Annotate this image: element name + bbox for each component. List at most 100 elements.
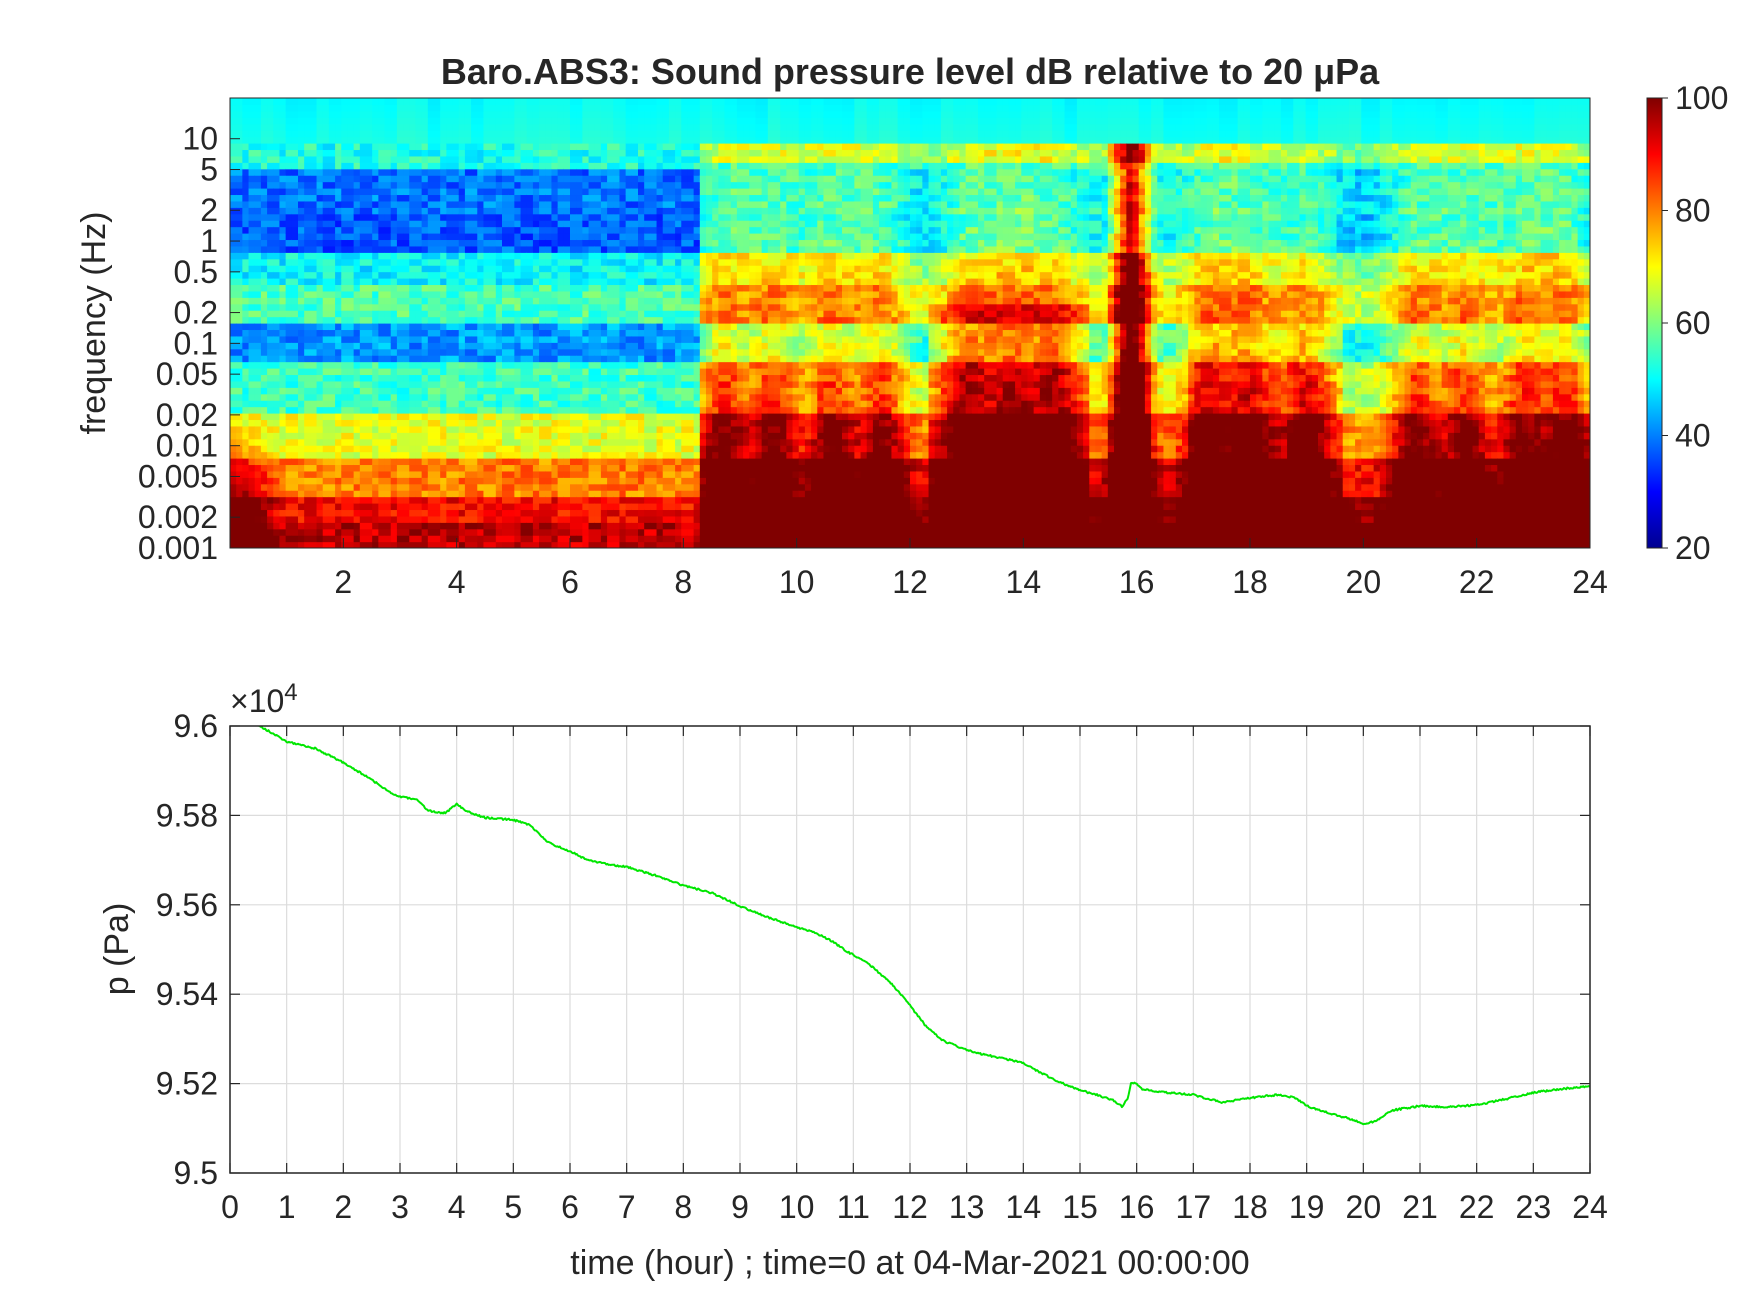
heatmap-cell	[545, 406, 553, 414]
heatmap-cell	[539, 226, 546, 234]
heatmap-cell	[508, 117, 515, 125]
heatmap-cell	[545, 445, 553, 453]
heatmap-cell	[285, 470, 293, 478]
heatmap-cell	[582, 143, 590, 151]
heatmap-cell	[409, 130, 417, 138]
heatmap-cell	[557, 155, 565, 163]
heatmap-cell	[576, 168, 583, 176]
heatmap-cell	[520, 181, 528, 189]
heatmap-cell	[328, 490, 336, 498]
heatmap-cell	[619, 168, 627, 176]
heatmap-cell	[267, 528, 274, 536]
heatmap-cell	[502, 458, 509, 466]
heatmap-cell	[409, 245, 417, 253]
heatmap-cell	[298, 374, 305, 382]
heatmap-cell	[557, 284, 565, 292]
heatmap-cell	[359, 348, 367, 356]
heatmap-cell	[328, 432, 336, 440]
heatmap-cell	[600, 451, 608, 459]
heatmap-cell	[427, 413, 435, 421]
heatmap-cell	[532, 445, 540, 453]
heatmap-cell	[446, 162, 454, 170]
heatmap-cell	[347, 368, 355, 376]
heatmap-cell	[316, 252, 324, 260]
heatmap-cell	[526, 143, 534, 151]
heatmap-cell	[650, 522, 658, 530]
heatmap-cell	[594, 535, 602, 543]
heatmap-cell	[532, 271, 540, 279]
heatmap-cell	[310, 355, 318, 363]
heatmap-cell	[619, 400, 627, 408]
heatmap-cell	[372, 200, 379, 208]
heatmap-cell	[285, 503, 293, 511]
heatmap-cell	[279, 355, 287, 363]
heatmap-cell	[557, 419, 565, 427]
heatmap-cell	[390, 541, 398, 548]
heatmap-cell	[662, 200, 670, 208]
heatmap-cell	[434, 297, 441, 305]
heatmap-cell	[335, 419, 342, 427]
heatmap-cell	[477, 155, 485, 163]
heatmap-cell	[285, 117, 293, 125]
heatmap-cell	[341, 528, 349, 536]
heatmap-cell	[477, 483, 485, 491]
heatmap-cell	[267, 432, 274, 440]
heatmap-cell	[452, 413, 460, 421]
heatmap-cell	[588, 194, 596, 202]
heatmap-cell	[316, 278, 324, 286]
heatmap-cell	[464, 130, 472, 138]
heatmap-cell	[384, 271, 392, 279]
heatmap-cell	[464, 303, 472, 311]
heatmap-cell	[582, 400, 590, 408]
heatmap-cell	[638, 188, 645, 196]
heatmap-cell	[576, 438, 583, 446]
heatmap-cell	[421, 123, 429, 131]
heatmap-cell	[335, 342, 342, 350]
heatmap-cell	[310, 432, 318, 440]
heatmap-cell	[582, 200, 590, 208]
heatmap-cell	[588, 368, 596, 376]
heatmap-cell	[514, 316, 522, 324]
heatmap-cell	[644, 123, 651, 131]
heatmap-cell	[298, 464, 305, 472]
heatmap-cell	[415, 175, 423, 183]
heatmap-cell	[570, 117, 577, 125]
heatmap-cell	[588, 451, 596, 459]
heatmap-cell	[403, 188, 410, 196]
heatmap-cell	[335, 438, 342, 446]
heatmap-cell	[464, 425, 472, 433]
heatmap-cell	[607, 110, 614, 118]
heatmap-cell	[291, 342, 299, 350]
heatmap-cell	[625, 194, 633, 202]
heatmap-cell	[526, 149, 534, 157]
heatmap-cell	[273, 181, 281, 189]
heatmap-cell	[576, 522, 583, 530]
heatmap-cell	[279, 541, 287, 548]
heatmap-cell	[372, 143, 379, 151]
heatmap-cell	[434, 470, 441, 478]
heatmap-cell	[341, 400, 349, 408]
heatmap-cell	[557, 149, 565, 157]
heatmap-cell	[483, 528, 491, 536]
heatmap-cell	[415, 310, 423, 318]
heatmap-cell	[452, 123, 460, 131]
heatmap-cell	[613, 413, 621, 421]
heatmap-cell	[563, 252, 571, 260]
heatmap-cell	[440, 483, 447, 491]
heatmap-cell	[434, 117, 441, 125]
heatmap-cell	[576, 297, 583, 305]
heatmap-cell	[582, 278, 590, 286]
heatmap-cell	[328, 522, 336, 530]
heatmap-cell	[477, 271, 485, 279]
heatmap-cell	[304, 265, 311, 273]
heatmap-cell	[267, 355, 274, 363]
heatmap-cell	[372, 393, 379, 401]
heatmap-cell	[588, 188, 596, 196]
heatmap-cell	[341, 188, 349, 196]
heatmap-cell	[607, 104, 614, 112]
heatmap-cell	[539, 316, 546, 324]
heatmap-cell	[378, 213, 386, 221]
heatmap-cell	[495, 509, 503, 517]
heatmap-cell	[322, 162, 330, 170]
heatmap-cell	[489, 303, 497, 311]
